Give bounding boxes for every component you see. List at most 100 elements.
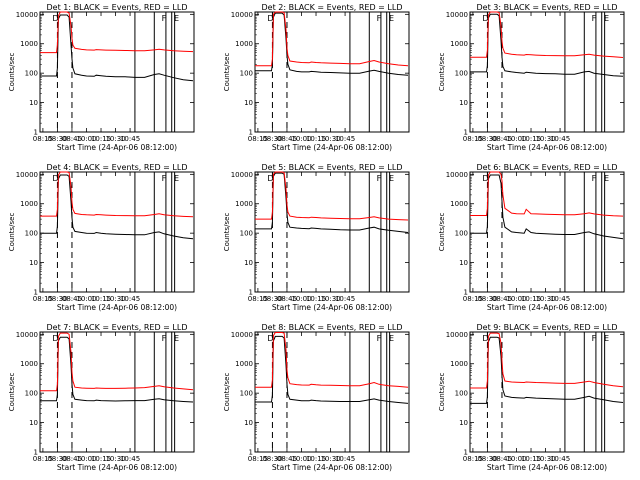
x-axis-label: Start Time (24-Apr-06 08:12:00) — [272, 143, 392, 152]
x-tick-label: 10:15 — [521, 295, 541, 303]
y-tick-label: 1000 — [450, 40, 468, 48]
chart-title: Det 1: BLACK = Events, RED = LLD — [47, 3, 188, 12]
y-tick-label: 10 — [459, 259, 468, 267]
plot-frame — [254, 331, 410, 453]
y-tick-label: 100 — [240, 390, 253, 398]
y-tick-label: 1000 — [450, 200, 468, 208]
y-tick-label: 10000 — [231, 11, 253, 19]
x-tick-label: 08:30 — [47, 295, 67, 303]
x-tick-label: 10:45 — [550, 295, 570, 303]
y-tick-label: 1000 — [20, 40, 38, 48]
x-axis-label: Start Time (24-Apr-06 08:12:00) — [487, 143, 607, 152]
chart-panel-4: Det 4: BLACK = Events, RED = LLD 1 10 100 10… — [8, 163, 195, 312]
y-tick-label: 100 — [25, 70, 38, 78]
chart-title: Det 6: BLACK = Events, RED = LLD — [477, 163, 618, 172]
series-line-events — [40, 336, 194, 403]
x-tick-label: 10:30 — [105, 295, 125, 303]
chart-title: Det 9: BLACK = Events, RED = LLD — [477, 323, 618, 332]
x-tick-label: 10:00 — [291, 295, 311, 303]
annotation-marker: D — [482, 334, 488, 343]
series-line-events — [470, 174, 624, 240]
x-tick-label: 10:00 — [291, 135, 311, 143]
series-line-lld — [470, 11, 624, 58]
x-axis-label: Start Time (24-Apr-06 08:12:00) — [487, 303, 607, 312]
y-tick-label: 100 — [455, 70, 468, 78]
series-line-lld — [255, 11, 409, 67]
y-tick-label: 1 — [34, 289, 38, 297]
y-axis-label: Counts/sec — [223, 373, 231, 412]
y-tick-label: 10 — [244, 419, 253, 427]
x-tick-label: 08:30 — [477, 295, 497, 303]
x-tick-label: 08:15 — [248, 135, 268, 143]
x-tick-label: 10:00 — [506, 135, 526, 143]
x-tick-label: 10:45 — [120, 135, 140, 143]
annotation-marker: F — [592, 334, 597, 343]
x-tick-label: 10:30 — [320, 135, 340, 143]
y-axis-label: Counts/sec — [438, 53, 446, 92]
chart-panel-5: Det 5: BLACK = Events, RED = LLD 1 10 100 10… — [223, 163, 410, 312]
annotation-marker: D — [267, 334, 273, 343]
y-axis-label: Counts/sec — [8, 373, 16, 412]
y-tick-label: 10 — [244, 99, 253, 107]
x-tick-label: 08:45 — [277, 455, 297, 463]
y-tick-label: 10 — [29, 259, 38, 267]
x-axis-label: Start Time (24-Apr-06 08:12:00) — [57, 303, 177, 312]
annotation-marker: F — [377, 14, 382, 23]
x-tick-label: 10:30 — [535, 135, 555, 143]
y-tick-label: 1 — [34, 129, 38, 137]
chart-title: Det 8: BLACK = Events, RED = LLD — [262, 323, 403, 332]
annotation-marker: E — [389, 174, 394, 183]
series-line-events — [255, 335, 409, 404]
y-axis-label: Counts/sec — [8, 213, 16, 252]
x-tick-label: 10:45 — [120, 295, 140, 303]
x-tick-label: 08:45 — [62, 295, 82, 303]
y-tick-label: 10 — [29, 99, 38, 107]
y-tick-label: 100 — [25, 390, 38, 398]
annotation-marker: E — [389, 14, 394, 23]
x-tick-label: 10:45 — [550, 455, 570, 463]
series-line-events — [470, 336, 624, 404]
plot-frame — [469, 11, 625, 133]
chart-panel-8: Det 8: BLACK = Events, RED = LLD 1 10 100 10… — [223, 323, 410, 472]
chart-title: Det 5: BLACK = Events, RED = LLD — [262, 163, 403, 172]
chart-panel-9: Det 9: BLACK = Events, RED = LLD 1 10 100 10… — [438, 323, 625, 472]
x-tick-label: 10:00 — [76, 135, 96, 143]
x-tick-label: 08:45 — [277, 135, 297, 143]
x-tick-label: 08:15 — [33, 295, 53, 303]
x-tick-label: 10:00 — [506, 455, 526, 463]
x-tick-label: 08:30 — [262, 295, 282, 303]
chart-title: Det 3: BLACK = Events, RED = LLD — [477, 3, 618, 12]
x-tick-label: 08:15 — [463, 295, 483, 303]
x-tick-label: 10:15 — [91, 455, 111, 463]
chart-title: Det 2: BLACK = Events, RED = LLD — [262, 3, 403, 12]
plot-frame — [469, 171, 625, 293]
annotation-marker: E — [604, 334, 609, 343]
y-axis-label: Counts/sec — [438, 213, 446, 252]
plot-frame — [39, 11, 195, 133]
annotation-marker: F — [377, 174, 382, 183]
y-tick-label: 1000 — [20, 360, 38, 368]
annotation-marker: D — [52, 174, 58, 183]
series-line-lld — [470, 171, 624, 217]
x-tick-label: 10:15 — [306, 295, 326, 303]
y-tick-label: 100 — [25, 230, 38, 238]
series-line-lld — [40, 171, 194, 218]
y-axis-label: Counts/sec — [8, 53, 16, 92]
annotation-marker: F — [377, 334, 382, 343]
annotation-marker: D — [52, 334, 58, 343]
y-tick-label: 1 — [34, 449, 38, 457]
plot-frame — [254, 11, 410, 133]
x-axis-label: Start Time (24-Apr-06 08:12:00) — [57, 463, 177, 472]
y-tick-label: 10 — [459, 419, 468, 427]
y-tick-label: 100 — [455, 390, 468, 398]
y-tick-label: 1 — [249, 449, 253, 457]
x-tick-label: 10:30 — [105, 455, 125, 463]
x-tick-label: 10:15 — [91, 295, 111, 303]
x-tick-label: 10:30 — [320, 295, 340, 303]
x-tick-label: 08:45 — [277, 295, 297, 303]
y-tick-label: 10000 — [16, 11, 38, 19]
chart-panel-1: Det 1: BLACK = Events, RED = LLD 1 10 100 10… — [8, 3, 195, 152]
series-line-events — [470, 13, 624, 77]
chart-panel-3: Det 3: BLACK = Events, RED = LLD 1 10 100 10… — [438, 3, 625, 152]
